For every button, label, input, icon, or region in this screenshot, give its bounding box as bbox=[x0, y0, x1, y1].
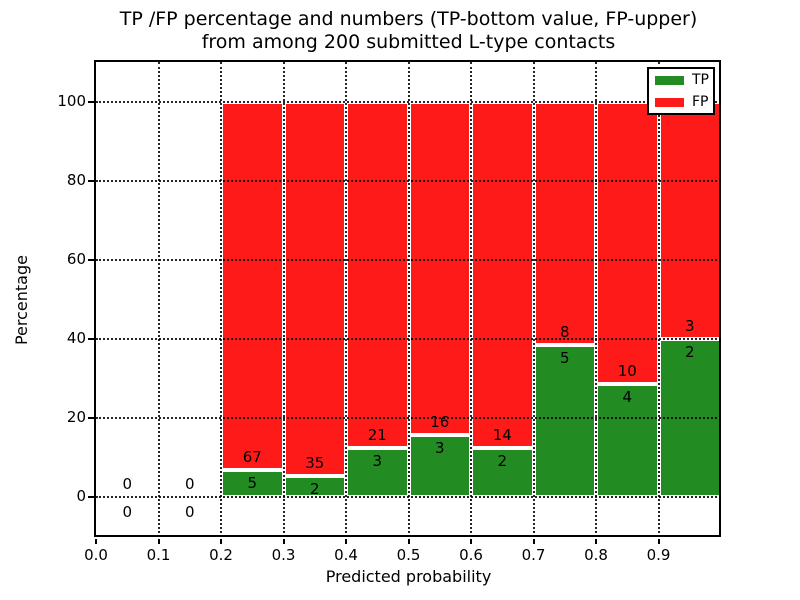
x-tick bbox=[282, 539, 285, 544]
tp-count-label: 3 bbox=[372, 451, 383, 470]
x-axis-label: Predicted probability bbox=[325, 567, 492, 586]
bar-fp-segment bbox=[346, 101, 409, 448]
x-tick-label: 0.7 bbox=[521, 546, 546, 564]
bar-fp-segment bbox=[533, 101, 596, 346]
bar-tp-segment bbox=[533, 345, 596, 498]
tp-count-label: 3 bbox=[434, 438, 445, 457]
bar-fp-segment bbox=[596, 101, 659, 385]
gridline-x0.6 bbox=[470, 62, 472, 537]
gridline-x0.2 bbox=[220, 62, 222, 537]
tp-count-label: 5 bbox=[559, 349, 570, 368]
x-tick bbox=[470, 539, 472, 544]
gridline-x0.7 bbox=[532, 62, 535, 537]
y-tick bbox=[88, 100, 94, 103]
x-tick-label: 0.9 bbox=[646, 546, 671, 564]
y-tick bbox=[88, 258, 94, 261]
x-tick bbox=[95, 539, 97, 544]
legend: TP FP bbox=[647, 67, 715, 115]
y-tick-label: 20 bbox=[66, 408, 86, 427]
x-tick bbox=[220, 539, 222, 544]
y-tick bbox=[88, 496, 94, 499]
tp-count-label: 2 bbox=[684, 343, 695, 362]
chart-title-line1: TP /FP percentage and numbers (TP-bottom… bbox=[119, 8, 698, 30]
x-tick-label: 0.3 bbox=[271, 546, 296, 564]
gridline-x0.4 bbox=[345, 62, 347, 537]
x-tick bbox=[532, 539, 535, 544]
x-tick bbox=[657, 539, 660, 544]
x-tick bbox=[407, 539, 410, 544]
bar-tp-segment bbox=[346, 447, 409, 498]
bar-tp-segment bbox=[408, 434, 471, 498]
y-tick-label: 100 bbox=[57, 91, 86, 110]
x-tick-label: 0.4 bbox=[334, 546, 358, 564]
y-tick-label: 40 bbox=[66, 329, 86, 348]
fp-count-label: 21 bbox=[367, 425, 387, 444]
tp-count-label: 2 bbox=[309, 480, 320, 499]
x-tick bbox=[595, 539, 597, 544]
gridline-x0.8 bbox=[595, 62, 597, 537]
y-axis-label: Percentage bbox=[12, 255, 31, 346]
x-tick-label: 0.2 bbox=[209, 546, 233, 564]
x-tick bbox=[345, 539, 347, 544]
gridline-x0.5 bbox=[407, 62, 410, 537]
x-tick-label: 0.0 bbox=[84, 546, 108, 564]
bar-fp-segment bbox=[221, 101, 284, 470]
gridline-x0.9 bbox=[657, 62, 660, 537]
legend-item-tp: TP bbox=[655, 69, 713, 91]
tp-count-label: 5 bbox=[247, 473, 258, 492]
y-tick bbox=[88, 338, 94, 341]
tp-swatch-icon bbox=[655, 75, 684, 85]
fp-count-label: 67 bbox=[242, 447, 262, 466]
y-tick bbox=[88, 179, 94, 182]
bar-fp-segment bbox=[658, 101, 721, 340]
y-tick bbox=[88, 417, 94, 420]
gridline-x0.1 bbox=[157, 62, 160, 537]
legend-label-tp: TP bbox=[692, 72, 709, 88]
legend-label-fp: FP bbox=[692, 94, 709, 110]
fp-swatch-icon bbox=[655, 97, 684, 107]
chart-title-line2: from among 200 submitted L-type contacts bbox=[201, 31, 616, 53]
x-tick bbox=[157, 539, 160, 544]
fp-count-label: 0 bbox=[122, 475, 133, 494]
bar-fp-segment bbox=[408, 101, 471, 435]
tp-count-label: 2 bbox=[497, 451, 508, 470]
chart-title: TP /FP percentage and numbers (TP-bottom… bbox=[96, 8, 721, 54]
x-tick-label: 0.8 bbox=[584, 546, 608, 564]
tp-count-label: 0 bbox=[122, 503, 133, 522]
fp-count-label: 8 bbox=[559, 323, 570, 342]
bar-tp-segment bbox=[221, 469, 284, 498]
y-tick-label: 0 bbox=[76, 487, 86, 506]
bar-fp-segment bbox=[283, 101, 346, 476]
x-tick-label: 0.1 bbox=[146, 546, 171, 564]
fp-count-label: 10 bbox=[617, 362, 637, 381]
fp-count-label: 14 bbox=[492, 425, 512, 444]
y-tick-label: 60 bbox=[66, 249, 86, 268]
fp-count-label: 3 bbox=[684, 317, 695, 336]
y-tick-label: 80 bbox=[66, 170, 86, 189]
gridline-x0.3 bbox=[282, 62, 285, 537]
x-tick-label: 0.5 bbox=[396, 546, 421, 564]
tp-count-label: 4 bbox=[622, 388, 633, 407]
fp-count-label: 35 bbox=[305, 454, 325, 473]
fp-count-label: 0 bbox=[184, 475, 195, 494]
legend-item-fp: FP bbox=[655, 91, 713, 113]
bar-fp-segment bbox=[471, 101, 534, 448]
fp-count-label: 16 bbox=[430, 412, 450, 431]
x-tick-label: 0.6 bbox=[459, 546, 483, 564]
tp-count-label: 0 bbox=[184, 503, 195, 522]
